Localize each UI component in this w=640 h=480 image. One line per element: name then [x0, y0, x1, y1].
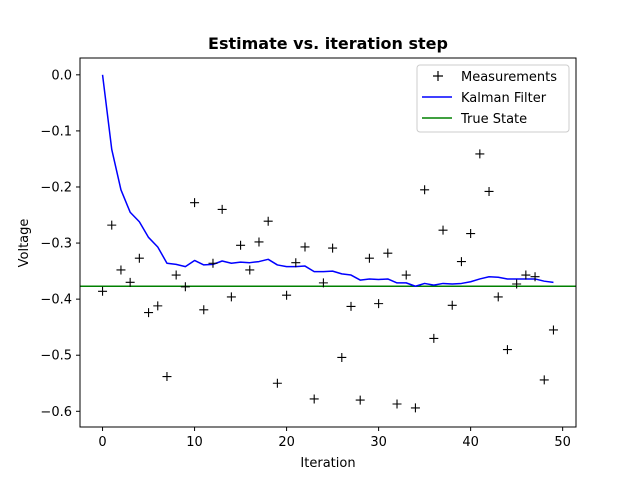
- measurement-point: [548, 325, 558, 335]
- legend-item-kalman-filter: Kalman Filter: [422, 91, 547, 106]
- measurement-point: [272, 378, 282, 388]
- measurement-point: [226, 292, 236, 302]
- x-axis-label: Iteration: [300, 456, 355, 471]
- x-tick-label: 30: [370, 435, 387, 450]
- measurement-point: [144, 308, 154, 318]
- x-tick-label: 40: [462, 435, 479, 450]
- measurement-point: [208, 258, 218, 268]
- measurement-point: [521, 270, 531, 280]
- x-tick-label: 10: [186, 435, 203, 450]
- measurement-point: [438, 225, 448, 235]
- y-tick-label: −0.1: [40, 124, 72, 139]
- measurement-point: [134, 253, 144, 263]
- measurement-point: [392, 399, 402, 409]
- measurement-point: [217, 204, 227, 214]
- measurement-point: [254, 237, 264, 247]
- y-tick-label: −0.2: [40, 180, 72, 195]
- plot-frame: [79, 57, 577, 428]
- measurement-point: [475, 149, 485, 159]
- measurement-point: [199, 305, 209, 315]
- legend-label-measurements: Measurements: [461, 70, 557, 85]
- x-tick-label: 0: [98, 435, 106, 450]
- measurement-point: [493, 292, 503, 302]
- x-axis: 0 10 20 30 40 50: [98, 427, 571, 450]
- measurement-point: [98, 286, 108, 296]
- x-tick-label: 50: [554, 435, 571, 450]
- y-axis-label: Voltage: [17, 219, 32, 268]
- y-tick-label: −0.5: [40, 349, 72, 364]
- measurement-point: [263, 216, 273, 226]
- measurement-point: [346, 301, 356, 311]
- measurement-point: [300, 242, 310, 252]
- measurement-point: [410, 403, 420, 413]
- measurement-point: [116, 265, 126, 275]
- measurement-point: [153, 301, 163, 311]
- measurement-point: [374, 299, 384, 309]
- legend-label-true-state: True State: [460, 112, 527, 127]
- measurement-point: [512, 279, 522, 289]
- measurement-point: [355, 395, 365, 405]
- y-tick-label: −0.3: [40, 237, 72, 252]
- measurement-point: [328, 243, 338, 253]
- legend-item-true-state: True State: [422, 112, 527, 127]
- legend: Measurements Kalman Filter True State: [416, 64, 570, 133]
- legend-item-measurements: Measurements: [433, 70, 557, 85]
- measurement-point: [502, 345, 512, 355]
- measurement-point: [125, 277, 135, 287]
- measurement-point: [530, 272, 540, 282]
- plus-marker-icon: [433, 71, 443, 81]
- measurement-point: [318, 278, 328, 288]
- legend-box: [416, 64, 570, 133]
- chart-title: Estimate vs. iteration step: [208, 34, 448, 53]
- measurement-point: [337, 352, 347, 362]
- measurement-point: [447, 300, 457, 310]
- measurement-point: [364, 253, 374, 263]
- y-tick-label: 0.0: [51, 68, 72, 83]
- measurement-point: [456, 257, 466, 267]
- measurement-point: [466, 229, 476, 239]
- measurement-point: [401, 270, 411, 280]
- plot-area: [80, 74, 576, 413]
- measurement-point: [383, 248, 393, 258]
- measurement-point: [107, 220, 117, 230]
- measurement-point: [539, 375, 549, 385]
- measurement-point: [245, 265, 255, 275]
- measurement-point: [429, 333, 439, 343]
- measurement-point: [420, 185, 430, 195]
- measurement-point: [180, 282, 190, 292]
- measurement-point: [309, 394, 319, 404]
- kalman-filter-line: [101, 74, 554, 287]
- x-tick-label: 20: [278, 435, 295, 450]
- measurement-point: [162, 372, 172, 382]
- y-axis: 0.0 −0.1 −0.2 −0.3 −0.4 −0.5 −0.6: [40, 68, 80, 420]
- legend-label-kalman-filter: Kalman Filter: [461, 91, 547, 106]
- measurement-point: [291, 258, 301, 268]
- y-tick-label: −0.6: [40, 405, 72, 420]
- y-tick-label: −0.4: [40, 293, 72, 308]
- measurement-point: [236, 240, 246, 250]
- measurement-point: [484, 186, 494, 196]
- measurement-point: [171, 270, 181, 280]
- measurement-point: [190, 198, 200, 208]
- measurement-point: [282, 290, 292, 300]
